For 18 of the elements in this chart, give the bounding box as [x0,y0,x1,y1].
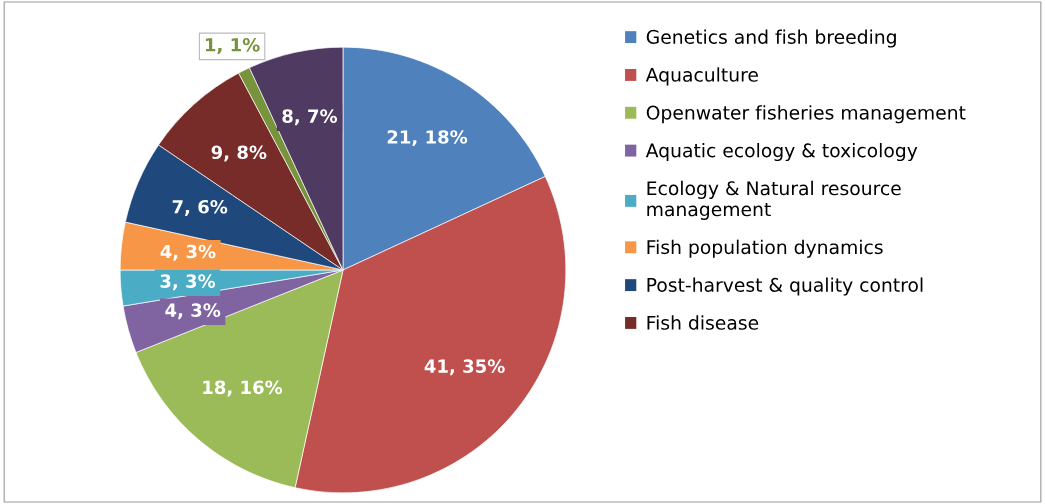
data-label: 3, 3% [160,274,216,291]
legend-label: Aquatic ecology & toxicology [645,142,918,162]
legend-label: Fish disease [647,315,759,330]
legend-label: Genetics and fish breeding [646,29,896,48]
data-label: 4, 3% [160,244,216,261]
data-label: 1, 1% [205,37,260,54]
legend-label: Fish population dynamics [647,239,883,258]
data-label: 8, 7% [282,109,338,126]
data-label: 9, 8% [211,145,267,162]
legend-label: Ecology & Natural resource management [647,180,901,220]
data-label: 21, 18% [387,130,468,147]
legend-label: Aquaculture [645,67,758,86]
legend-label: Openwater fisheries management [646,105,966,124]
data-label: 4, 3% [165,303,221,320]
data-label: 18, 16% [203,380,283,397]
legend-label: Post-harvest & quality control [647,277,923,296]
data-label: 41, 35% [424,359,505,376]
data-label: 7, 6% [172,199,228,216]
